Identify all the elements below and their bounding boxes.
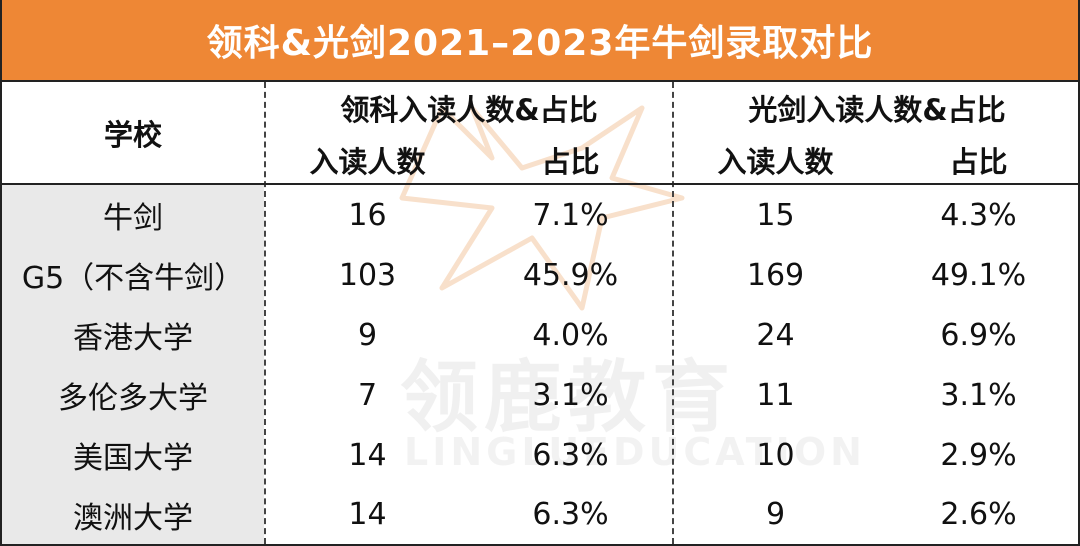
column-divider [672,82,674,544]
cell-b-count: 169 [746,257,805,293]
header-a-ratio: 占比 [541,145,600,179]
cell-a-count: 7 [357,377,378,413]
cell-b-ratio: 6.9% [940,317,1017,353]
cell-b-ratio: 2.6% [940,497,1017,532]
school-column-background [2,184,264,544]
cell-a-count: 9 [357,317,378,353]
cell-a-count: 16 [348,197,387,233]
cell-school: 香港大学 [73,321,193,356]
cell-a-ratio: 7.1% [532,197,609,233]
cell-school: 澳洲大学 [73,500,193,536]
cell-b-count: 24 [756,317,795,353]
header-b-ratio: 占比 [949,145,1008,179]
cell-b-ratio: 4.3% [940,197,1017,233]
table-title: 领科&光剑2021–2023年牛剑录取对比 [2,0,1078,82]
header-group-b: 光剑入读人数&占比 [748,93,1006,127]
cell-school: G5（不含牛剑） [21,261,245,296]
cell-a-ratio: 45.9% [522,257,619,293]
cell-b-ratio: 3.1% [940,377,1017,413]
cell-b-count: 11 [756,377,795,413]
column-divider [264,82,266,544]
cell-b-count: 10 [756,437,795,473]
cell-school: 美国大学 [73,441,193,476]
cell-b-count: 15 [756,197,795,233]
cell-school: 牛剑 [103,201,163,236]
cell-b-ratio: 2.9% [940,437,1017,473]
cell-a-ratio: 6.3% [532,437,609,473]
cell-a-ratio: 4.0% [532,317,609,353]
header-group-a: 领科入读人数&占比 [340,93,598,127]
cell-b-count: 9 [765,497,786,532]
cell-a-ratio: 3.1% [532,377,609,413]
cell-school: 多伦多大学 [58,381,208,416]
cell-a-ratio: 6.3% [532,497,609,532]
cell-b-ratio: 49.1% [930,257,1027,293]
header-b-count: 入读人数 [717,145,834,179]
header-a-count: 入读人数 [309,145,426,179]
header-school: 学校 [103,118,162,152]
cell-a-count: 103 [338,257,397,293]
cell-a-count: 14 [348,437,387,473]
cell-a-count: 14 [348,497,387,532]
header-divider [2,183,1078,185]
